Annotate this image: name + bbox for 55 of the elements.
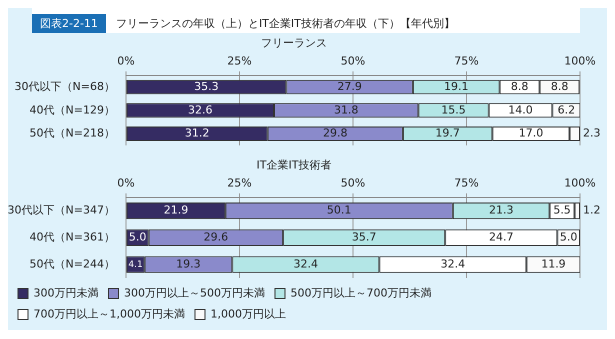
data-label: 50.1 [326, 204, 352, 217]
data-label: 29.6 [204, 230, 228, 244]
text: フリーランスの年収（上）とIT企業IT技術者の年収（下）【年代別】 [114, 16, 456, 32]
data-label: 31.8 [334, 103, 358, 116]
legend-label: 1,000万円以上 [210, 307, 286, 320]
data-label: 15.5 [441, 103, 466, 116]
x-tick-label: 25% [227, 176, 252, 190]
legend-label: 300万円以上～500万円未満 [124, 286, 265, 300]
data-label: 2.3 [583, 126, 600, 140]
y-tick-label: 40代（N=129） [30, 103, 115, 116]
x-tick-label: 25% [227, 54, 252, 68]
data-label: 32.6 [188, 103, 212, 116]
data-label: 6.2 [558, 103, 576, 116]
data-label: 32.4 [294, 257, 318, 270]
data-label: 21.9 [164, 204, 188, 217]
x-tick-label: 50% [340, 176, 366, 190]
y-tick-label: 50代（N=244） [30, 257, 115, 270]
x-tick-label: 50% [340, 54, 366, 68]
data-label: 11.9 [541, 257, 566, 270]
data-label: 1.2 [583, 204, 600, 217]
y-tick-label: 30代以下（N=68） [14, 80, 115, 93]
legend-label: 300万円未満 [34, 286, 98, 300]
data-label: 35.3 [194, 80, 219, 93]
y-tick-label: 50代（N=218） [30, 126, 115, 140]
data-label: 8.8 [550, 80, 568, 93]
data-label: 14.0 [508, 103, 533, 116]
x-tick-label: 75% [454, 176, 479, 190]
data-label: 5.0 [560, 230, 578, 244]
chart-title: IT企業IT技術者 [256, 158, 332, 172]
x-tick-label: 75% [454, 54, 479, 68]
data-label: 17.0 [518, 126, 544, 140]
y-tick-label: 30代以下（N=347） [8, 204, 115, 217]
x-tick-label: 100% [564, 176, 596, 190]
y-tick-label: 40代（N=361） [30, 230, 115, 244]
data-label: 35.7 [352, 230, 376, 244]
data-label: 19.1 [444, 80, 469, 93]
data-label: 24.7 [488, 230, 514, 244]
data-label: 19.7 [435, 126, 460, 140]
chart-title: フリーランス [261, 36, 327, 50]
data-label: 8.8 [510, 80, 528, 93]
legend-label: 500万円以上～700万円未満 [290, 286, 432, 300]
legend-label: 700万円以上～1,000万円未満 [34, 307, 185, 320]
data-label: 27.9 [337, 80, 362, 93]
data-label: 19.3 [176, 257, 201, 270]
x-tick-label: 0% [117, 176, 135, 190]
data-label: 29.8 [323, 126, 348, 140]
x-tick-label: 0% [117, 54, 135, 68]
data-label: 32.4 [440, 257, 466, 270]
data-label: 4.1 [128, 260, 143, 270]
x-tick-label: 100% [564, 54, 596, 68]
text: 図表2-2-11 [32, 14, 106, 33]
data-label: 5.5 [553, 204, 571, 217]
data-label: 5.0 [128, 230, 146, 244]
data-label: 21.3 [488, 204, 514, 217]
data-label: 31.2 [184, 126, 210, 140]
